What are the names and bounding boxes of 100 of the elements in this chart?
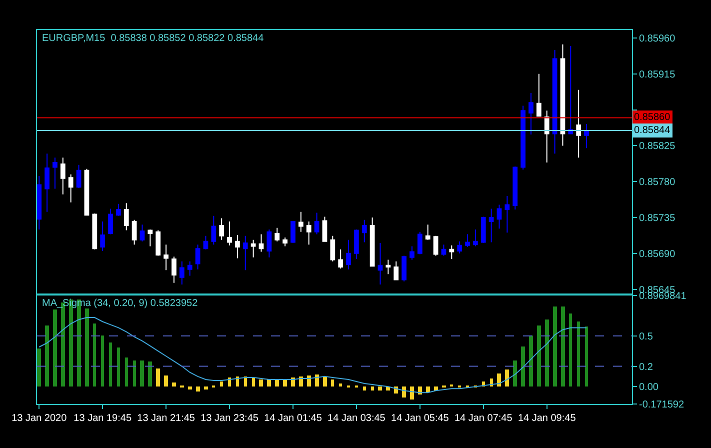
candlestick: [140, 224, 145, 242]
candlestick: [68, 174, 74, 203]
bar: [577, 322, 580, 387]
bar: [259, 380, 263, 387]
candlestick: [370, 217, 375, 267]
candlestick: [402, 255, 406, 282]
chart-title: EURGBP,M15 0.85838 0.85852 0.85822 0.85844: [42, 33, 264, 44]
bar: [148, 362, 152, 387]
candlestick: [465, 234, 470, 248]
bar: [252, 378, 255, 387]
y-tick-label: 0.85915: [639, 69, 676, 80]
bar: [188, 386, 192, 390]
candlestick: [488, 208, 494, 243]
x-tick-label: 13 Jan 2020: [12, 413, 68, 424]
candlestick: [211, 215, 216, 246]
y-tick-label: 0.85735: [639, 213, 676, 224]
line-series: [38, 317, 588, 394]
bar: [585, 326, 588, 387]
bar: [426, 386, 430, 393]
candlestick: [84, 168, 90, 216]
candlestick: [544, 110, 550, 163]
candlestick: [457, 240, 462, 254]
bar: [196, 386, 200, 392]
candlestick: [354, 228, 359, 260]
bar: [497, 374, 501, 387]
y-tick-label: 0.85825: [639, 141, 676, 152]
candlestick: [203, 235, 208, 250]
candlestick: [425, 224, 430, 240]
bar: [283, 380, 287, 387]
candlestick: [417, 231, 422, 255]
ref-line-label: 0.85860: [634, 112, 671, 123]
y-tick-label: 0.2: [639, 362, 654, 373]
candlestick: [386, 259, 391, 275]
candlestick: [132, 219, 137, 246]
bar: [220, 382, 223, 387]
bar: [537, 326, 541, 387]
candlestick: [410, 246, 414, 260]
candlestick: [187, 260, 192, 276]
candlestick: [520, 105, 526, 170]
bar: [45, 326, 49, 387]
candlestick: [76, 164, 82, 188]
candlestick: [156, 230, 161, 256]
bar: [569, 314, 572, 387]
candlestick: [346, 239, 351, 270]
candlestick: [37, 176, 42, 230]
candlestick: [378, 242, 383, 286]
ref-line-label: 0.85844: [634, 125, 671, 136]
x-tick-label: 14 Jan 03:45: [328, 413, 386, 424]
bar: [561, 306, 565, 387]
candlestick: [480, 216, 486, 244]
candlestick: [60, 157, 66, 195]
candlestick: [235, 234, 240, 259]
candlestick: [44, 153, 50, 212]
bar: [85, 308, 89, 387]
bar: [164, 376, 168, 387]
bar: [410, 386, 414, 400]
bar: [267, 380, 271, 387]
x-tick-label: 14 Jan 07:45: [454, 413, 513, 424]
candlestick: [258, 234, 264, 252]
bar: [402, 386, 406, 398]
bar: [172, 382, 176, 387]
bar: [545, 320, 549, 387]
bar: [378, 386, 382, 391]
bar: [339, 384, 342, 387]
candlestick: [496, 204, 502, 230]
candlestick: [394, 260, 399, 280]
candlestick: [568, 45, 574, 134]
bar: [529, 336, 533, 387]
candlestick: [552, 49, 558, 154]
candlestick: [108, 208, 113, 235]
candlestick: [473, 228, 478, 247]
bar: [37, 348, 41, 387]
candlestick: [536, 73, 542, 117]
bar: [236, 376, 239, 387]
bar: [117, 348, 120, 387]
candlestick: [298, 211, 304, 232]
candlestick: [227, 220, 232, 246]
bar: [521, 346, 525, 387]
x-tick-label: 14 Jan 05:45: [391, 413, 450, 424]
y-tick-label: -0.171592: [639, 400, 684, 410]
candlestick: [219, 218, 224, 240]
bar: [125, 358, 128, 387]
bar: [307, 376, 311, 387]
candlestick: [528, 92, 534, 136]
candlestick: [250, 239, 256, 258]
candlestick: [441, 244, 446, 256]
candlestick: [266, 228, 272, 258]
candlestick: [274, 227, 280, 242]
candlestick: [290, 220, 296, 244]
candlestick: [512, 166, 518, 210]
candlestick: [100, 220, 106, 252]
y-tick-label: 0.85960: [639, 33, 676, 44]
y-tick-label: 0.8969841: [639, 291, 687, 302]
bar: [513, 360, 517, 387]
candlestick: [338, 248, 344, 270]
candlestick: [282, 236, 288, 247]
candlestick: [314, 212, 320, 235]
bar: [156, 368, 160, 387]
candlestick: [560, 44, 566, 146]
x-tick-label: 13 Jan 23:45: [200, 413, 259, 424]
